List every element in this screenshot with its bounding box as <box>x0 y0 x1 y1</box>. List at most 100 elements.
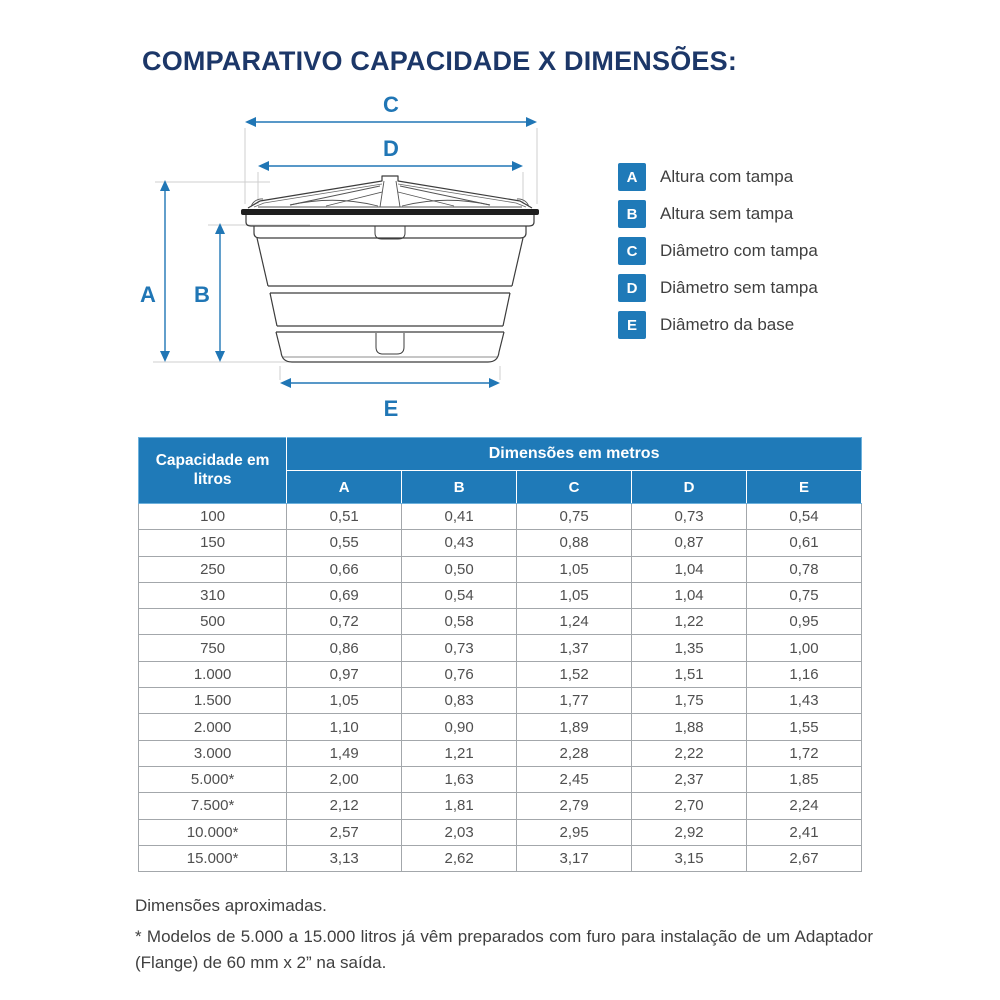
capacity-cell: 3.000 <box>137 739 288 767</box>
value-cell-b: 2,62 <box>401 844 518 873</box>
legend-key-badge: D <box>618 274 646 302</box>
capacity-cell: 100 <box>137 502 288 531</box>
value-cell-c: 3,17 <box>516 844 633 873</box>
legend-label: Diâmetro da base <box>660 315 795 334</box>
value-cell-c: 2,79 <box>516 792 633 820</box>
arrowheads <box>160 117 537 388</box>
value-cell-a: 2,12 <box>286 792 403 820</box>
capacity-cell: 2.000 <box>137 713 288 741</box>
legend: A Altura com tampa B Altura sem tampa C … <box>618 163 878 348</box>
value-cell-e: 0,75 <box>746 581 862 610</box>
value-cell-d: 2,37 <box>631 765 748 794</box>
value-cell-a: 0,72 <box>286 608 403 636</box>
value-cell-e: 2,41 <box>746 818 862 846</box>
value-cell-b: 0,41 <box>401 502 518 531</box>
table-row: 100 0,51 0,41 0,75 0,73 0,54 <box>137 502 862 531</box>
legend-item: E Diâmetro da base <box>618 311 878 339</box>
capacity-cell: 150 <box>137 529 288 557</box>
value-cell-e: 0,78 <box>746 555 862 583</box>
value-cell-a: 0,51 <box>286 502 403 531</box>
value-cell-d: 0,87 <box>631 529 748 557</box>
capacity-cell: 15.000* <box>137 844 288 873</box>
value-cell-e: 1,72 <box>746 739 862 767</box>
page-title: COMPARATIVO CAPACIDADE X DIMENSÕES: <box>142 46 738 76</box>
capacity-cell: 250 <box>137 555 288 583</box>
column-header-b: B <box>401 470 518 504</box>
legend-label: Diâmetro sem tampa <box>660 278 818 297</box>
value-cell-a: 0,86 <box>286 634 403 662</box>
value-cell-d: 1,04 <box>631 555 748 583</box>
capacity-cell: 10.000* <box>137 818 288 846</box>
value-cell-c: 1,77 <box>516 687 633 715</box>
value-cell-c: 2,45 <box>516 765 633 794</box>
value-cell-c: 2,95 <box>516 818 633 846</box>
dim-label-a: A <box>140 282 156 307</box>
column-header-d: D <box>631 470 748 504</box>
spec-table: Capacidade em litros Dimensões em metros… <box>137 437 862 873</box>
footnote-approximate: Dimensões aproximadas. <box>135 896 327 915</box>
table-header-capacity: Capacidade em litros <box>137 437 288 504</box>
legend-key-badge: B <box>618 200 646 228</box>
legend-key-badge: A <box>618 163 646 191</box>
value-cell-d: 3,15 <box>631 844 748 873</box>
value-cell-d: 1,04 <box>631 581 748 610</box>
value-cell-c: 2,28 <box>516 739 633 767</box>
dimension-arrows <box>164 121 531 384</box>
value-cell-a: 2,57 <box>286 818 403 846</box>
value-cell-c: 0,75 <box>516 502 633 531</box>
value-cell-e: 2,67 <box>746 844 862 873</box>
value-cell-e: 0,95 <box>746 608 862 636</box>
value-cell-d: 2,22 <box>631 739 748 767</box>
value-cell-b: 0,83 <box>401 687 518 715</box>
value-cell-b: 1,81 <box>401 792 518 820</box>
table-row: 5.000* 2,00 1,63 2,45 2,37 1,85 <box>137 765 862 794</box>
value-cell-c: 1,05 <box>516 555 633 583</box>
dim-label-e: E <box>384 396 399 421</box>
value-cell-e: 0,61 <box>746 529 862 557</box>
table-row: 250 0,66 0,50 1,05 1,04 0,78 <box>137 555 862 583</box>
value-cell-d: 1,88 <box>631 713 748 741</box>
value-cell-c: 1,37 <box>516 634 633 662</box>
table-row: 150 0,55 0,43 0,88 0,87 0,61 <box>137 529 862 557</box>
table-row: 750 0,86 0,73 1,37 1,35 1,00 <box>137 634 862 662</box>
value-cell-a: 1,10 <box>286 713 403 741</box>
legend-item: B Altura sem tampa <box>618 200 878 228</box>
value-cell-a: 0,97 <box>286 660 403 689</box>
value-cell-b: 1,63 <box>401 765 518 794</box>
table-row: 10.000* 2,57 2,03 2,95 2,92 2,41 <box>137 818 862 846</box>
value-cell-a: 1,49 <box>286 739 403 767</box>
tank-diagram: C D A B E <box>140 92 539 421</box>
value-cell-a: 2,00 <box>286 765 403 794</box>
value-cell-b: 2,03 <box>401 818 518 846</box>
table-row: 310 0,69 0,54 1,05 1,04 0,75 <box>137 581 862 610</box>
tank-drawing <box>241 175 539 363</box>
capacity-cell: 310 <box>137 581 288 610</box>
dim-label-d: D <box>383 136 399 161</box>
value-cell-a: 3,13 <box>286 844 403 873</box>
value-cell-e: 1,43 <box>746 687 862 715</box>
value-cell-c: 1,89 <box>516 713 633 741</box>
table-header-dimensions: Dimensões em metros <box>286 437 862 471</box>
column-header-row: A B C D E <box>139 470 862 504</box>
table-row: 1.000 0,97 0,76 1,52 1,51 1,16 <box>137 660 862 689</box>
capacity-cell: 1.000 <box>137 660 288 689</box>
value-cell-b: 0,73 <box>401 634 518 662</box>
legend-key-badge: C <box>618 237 646 265</box>
table-row: 3.000 1,49 1,21 2,28 2,22 1,72 <box>137 739 862 767</box>
legend-label: Altura sem tampa <box>660 204 794 223</box>
value-cell-d: 1,75 <box>631 687 748 715</box>
value-cell-b: 0,43 <box>401 529 518 557</box>
column-header-c: C <box>516 470 633 504</box>
value-cell-d: 1,35 <box>631 634 748 662</box>
legend-item: C Diâmetro com tampa <box>618 237 878 265</box>
value-cell-b: 0,54 <box>401 581 518 610</box>
column-header-a: A <box>286 470 403 504</box>
legend-item: A Altura com tampa <box>618 163 878 191</box>
legend-key-badge: E <box>618 311 646 339</box>
capacity-cell: 1.500 <box>137 687 288 715</box>
value-cell-d: 2,92 <box>631 818 748 846</box>
legend-item: D Diâmetro sem tampa <box>618 274 878 302</box>
table-row: 500 0,72 0,58 1,24 1,22 0,95 <box>137 608 862 636</box>
extension-lines <box>153 128 538 380</box>
